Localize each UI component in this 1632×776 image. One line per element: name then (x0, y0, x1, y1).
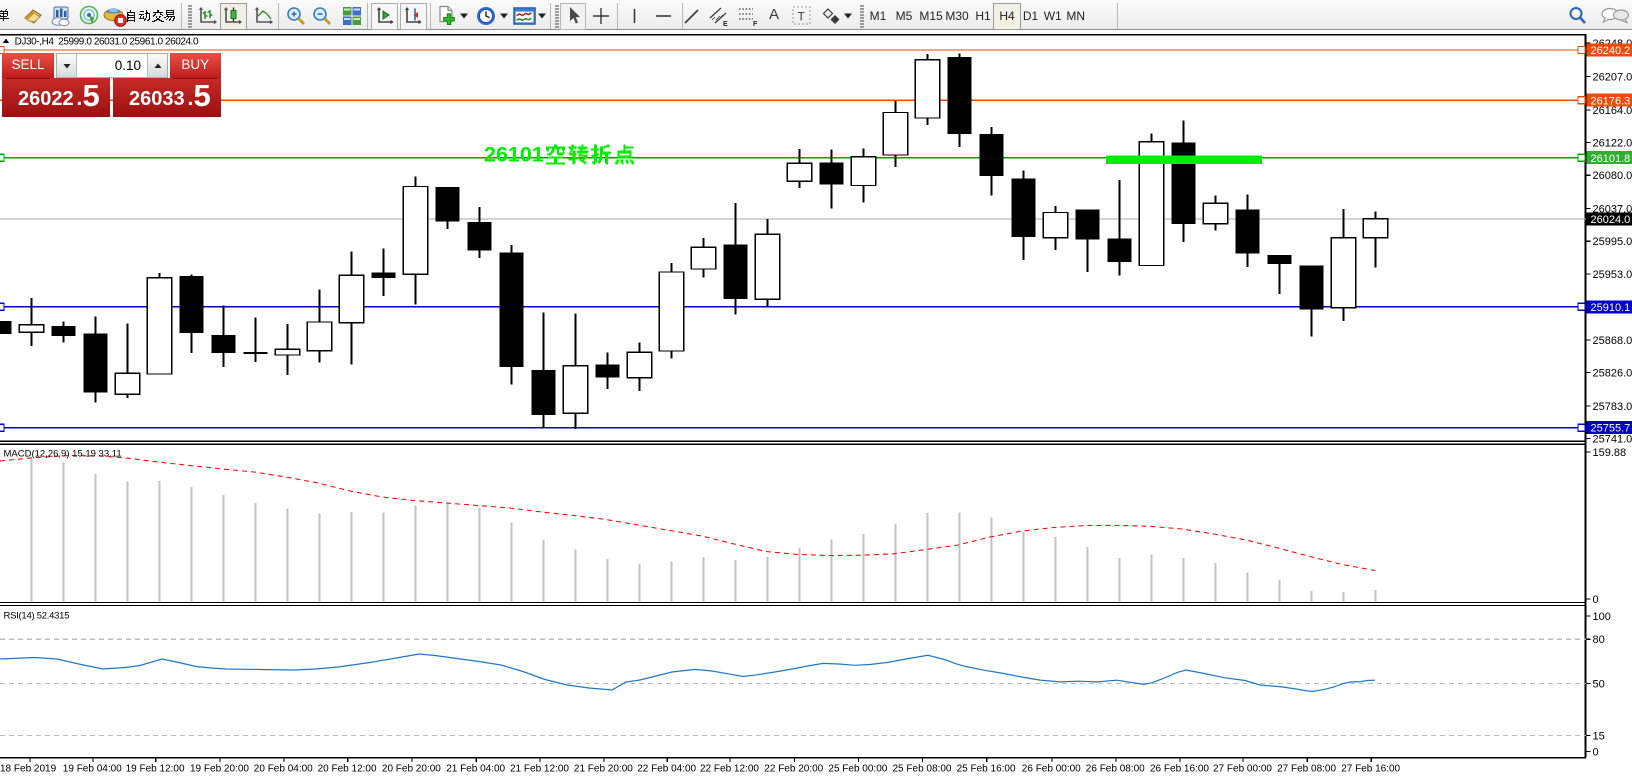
svg-text:21 Feb 20:00: 21 Feb 20:00 (574, 763, 633, 774)
svg-text:27 Feb 16:00: 27 Feb 16:00 (1341, 763, 1400, 774)
svg-text:20 Feb 12:00: 20 Feb 12:00 (318, 763, 377, 774)
svg-text:RSI(14) 52.4315: RSI(14) 52.4315 (4, 611, 70, 622)
svg-text:20 Feb 04:00: 20 Feb 04:00 (254, 763, 313, 774)
svg-text:DJ30-,H4 25999.0 26031.0 2596: DJ30-,H4 25999.0 26031.0 25961.0 26024.0 (15, 37, 199, 48)
svg-text:26164.0: 26164.0 (1593, 105, 1632, 117)
svg-text:25826.0: 25826.0 (1593, 368, 1632, 380)
svg-text:80: 80 (1593, 634, 1605, 646)
svg-text:0: 0 (1593, 747, 1599, 759)
svg-text:25868.0: 25868.0 (1593, 335, 1632, 347)
svg-text:25995.0: 25995.0 (1593, 236, 1632, 248)
svg-text:25 Feb 16:00: 25 Feb 16:00 (957, 763, 1016, 774)
svg-text:26240.2: 26240.2 (1591, 45, 1631, 57)
svg-text:22 Feb 04:00: 22 Feb 04:00 (637, 763, 696, 774)
svg-text:19 Feb 20:00: 19 Feb 20:00 (190, 763, 249, 774)
svg-text:19 Feb 12:00: 19 Feb 12:00 (126, 763, 185, 774)
svg-text:E: E (723, 21, 728, 28)
svg-text:25 Feb 08:00: 25 Feb 08:00 (893, 763, 952, 774)
svg-text:22 Feb 20:00: 22 Feb 20:00 (764, 763, 823, 774)
svg-text:18 Feb 2019: 18 Feb 2019 (0, 763, 57, 774)
svg-text:26176.3: 26176.3 (1591, 95, 1631, 107)
svg-text:20 Feb 20:00: 20 Feb 20:00 (382, 763, 441, 774)
svg-text:26 Feb 16:00: 26 Feb 16:00 (1150, 763, 1209, 774)
svg-text:0: 0 (1593, 594, 1599, 606)
svg-text:159.88: 159.88 (1593, 447, 1627, 459)
svg-text:T: T (798, 10, 806, 24)
svg-text:MACD(12,26,9) 15.19 33.11: MACD(12,26,9) 15.19 33.11 (4, 449, 122, 460)
svg-text:26 Feb 00:00: 26 Feb 00:00 (1022, 763, 1081, 774)
svg-text:27 Feb 00:00: 27 Feb 00:00 (1213, 763, 1272, 774)
svg-text:26101: 26101 (484, 143, 544, 167)
svg-text:27 Feb 08:00: 27 Feb 08:00 (1277, 763, 1336, 774)
svg-text:22 Feb 12:00: 22 Feb 12:00 (700, 763, 759, 774)
svg-text:26101.8: 26101.8 (1591, 153, 1631, 165)
svg-text:21 Feb 04:00: 21 Feb 04:00 (446, 763, 505, 774)
svg-text:26207.0: 26207.0 (1593, 71, 1632, 83)
svg-text:19 Feb 04:00: 19 Feb 04:00 (63, 763, 122, 774)
svg-text:25741.0: 25741.0 (1593, 434, 1632, 446)
svg-text:25953.0: 25953.0 (1593, 269, 1632, 281)
svg-text:50: 50 (1593, 678, 1605, 690)
svg-text:26080.0: 26080.0 (1593, 170, 1632, 182)
svg-text:25910.1: 25910.1 (1591, 302, 1631, 314)
svg-text:25 Feb 00:00: 25 Feb 00:00 (828, 763, 887, 774)
svg-text:26122.0: 26122.0 (1593, 138, 1632, 150)
svg-text:26024.0: 26024.0 (1591, 214, 1631, 226)
svg-text:F: F (753, 21, 758, 28)
svg-text:15: 15 (1593, 730, 1605, 742)
svg-text:25755.7: 25755.7 (1591, 423, 1631, 435)
svg-text:21 Feb 12:00: 21 Feb 12:00 (510, 763, 569, 774)
svg-text:26 Feb 08:00: 26 Feb 08:00 (1086, 763, 1145, 774)
svg-text:25783.0: 25783.0 (1593, 401, 1632, 413)
svg-text:100: 100 (1593, 611, 1611, 623)
